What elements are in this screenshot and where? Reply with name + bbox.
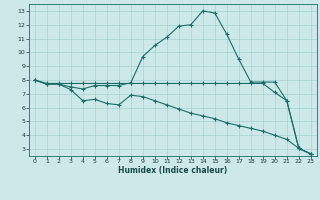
X-axis label: Humidex (Indice chaleur): Humidex (Indice chaleur) (118, 166, 228, 175)
